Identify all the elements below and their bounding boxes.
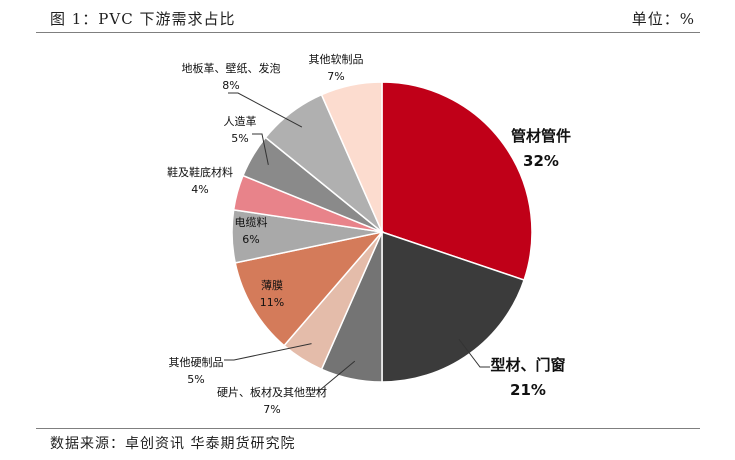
slice-label: 电缆料 [235, 215, 268, 229]
source-note: 数据来源：卓创资讯 华泰期货研究院 [50, 436, 296, 452]
pie-slice [320, 81, 383, 233]
slice-label: 薄膜 [261, 278, 283, 292]
slice-value-label: 8% [222, 79, 239, 92]
leader-line [252, 133, 269, 165]
slice-value-label: 11% [260, 296, 284, 309]
slice-label: 管材管件 [511, 127, 571, 145]
slice-value-label: 5% [231, 132, 248, 145]
slice-label: 人造革 [224, 114, 257, 128]
slice-value-label: 21% [510, 381, 546, 399]
pie-slice [234, 230, 385, 347]
slice-labels: 管材管件 32% 型材、门窗 21% 硬片、板材及其他型材 7% 其他硬制品 5% 薄膜 11% 电… [167, 52, 571, 416]
slice-value-label: 4% [191, 183, 208, 196]
slice-value-label: 6% [242, 233, 259, 246]
slice-value-label: 5% [187, 373, 204, 386]
leader-line [228, 92, 303, 128]
slice-label: 地板革、壁纸、发泡 [182, 61, 281, 75]
top-rule [36, 32, 700, 33]
pie-slice [381, 81, 533, 281]
leader-line [310, 360, 356, 391]
slice-label: 鞋及鞋底材料 [167, 165, 233, 179]
slice-label: 硬片、板材及其他型材 [217, 385, 327, 399]
slice-value-label: 7% [263, 403, 280, 416]
leader-lines [224, 92, 490, 391]
slice-label: 其他软制品 [309, 52, 364, 66]
slice-value-label: 7% [327, 70, 344, 83]
leader-line [224, 343, 312, 361]
slice-label: 其他硬制品 [169, 356, 224, 369]
slice-label: 型材、门窗 [490, 356, 565, 374]
pie-slices [231, 81, 533, 383]
slice-value-label: 32% [523, 152, 559, 170]
unit-label: 单位：% [631, 10, 695, 28]
bottom-rule [36, 428, 700, 429]
figure-title: 图 1：PVC 下游需求占比 [50, 10, 236, 28]
leader-line [458, 338, 490, 368]
